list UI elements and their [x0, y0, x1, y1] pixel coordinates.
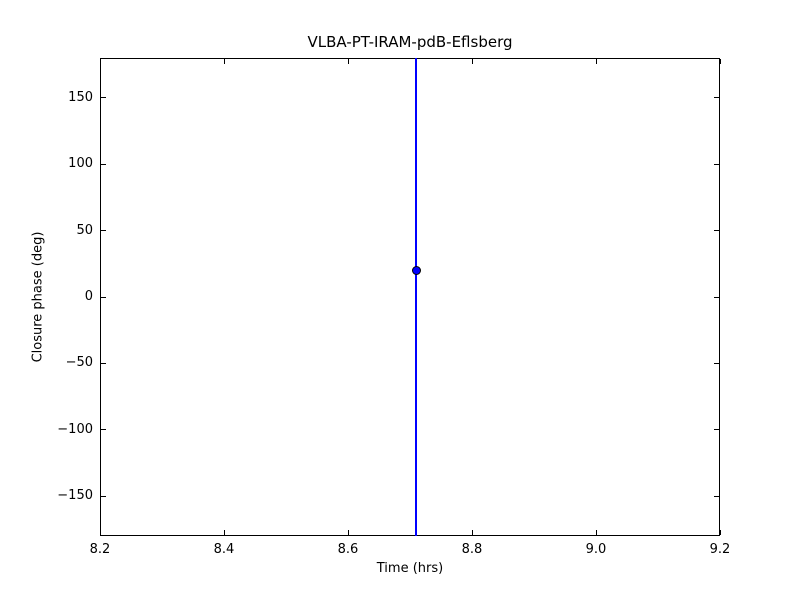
y-tick: [101, 429, 106, 431]
y-tick-right: [714, 163, 719, 165]
x-tick-top: [471, 59, 473, 64]
x-tick-top: [347, 59, 349, 64]
x-tick: [347, 530, 349, 535]
x-tick: [719, 530, 721, 535]
y-tick: [101, 362, 106, 364]
chart-title: VLBA-PT-IRAM-pdB-Eflsberg: [307, 33, 513, 51]
x-tick-label: 8.2: [89, 542, 111, 557]
y-tick-label: 0: [84, 289, 93, 304]
y-tick-right: [714, 495, 719, 497]
x-tick-top: [595, 59, 597, 64]
x-tick: [99, 530, 101, 535]
x-tick-top: [223, 59, 225, 64]
y-tick-right: [714, 230, 719, 232]
y-tick-label: −50: [65, 355, 93, 371]
x-tick-label: 9.0: [585, 542, 607, 557]
x-tick-label: 8.6: [337, 542, 359, 557]
y-tick-label: −150: [57, 488, 93, 504]
y-tick-label: 150: [68, 89, 93, 105]
x-tick-top: [99, 59, 101, 64]
plot-area: [100, 58, 720, 536]
y-tick: [101, 296, 106, 298]
x-tick-label: 8.4: [213, 542, 235, 557]
data-point-marker: [411, 265, 421, 275]
y-tick-right: [714, 97, 719, 99]
y-tick-right: [714, 429, 719, 431]
y-tick-label: −100: [57, 421, 93, 437]
x-tick-top: [719, 59, 721, 64]
error-bar: [415, 58, 418, 536]
x-tick-label: 8.8: [461, 542, 483, 557]
y-tick-right: [714, 296, 719, 298]
y-tick: [101, 230, 106, 232]
x-tick: [471, 530, 473, 535]
x-tick: [595, 530, 597, 535]
y-axis-label: Closure phase (deg): [30, 231, 46, 363]
y-tick: [101, 163, 106, 165]
x-axis-label: Time (hrs): [376, 561, 444, 576]
y-tick: [101, 495, 106, 497]
y-tick-right: [714, 362, 719, 364]
x-tick-label: 9.2: [709, 542, 731, 557]
y-tick: [101, 97, 106, 99]
y-tick-label: 50: [76, 222, 93, 238]
x-tick: [223, 530, 225, 535]
y-tick-label: 100: [68, 156, 93, 172]
